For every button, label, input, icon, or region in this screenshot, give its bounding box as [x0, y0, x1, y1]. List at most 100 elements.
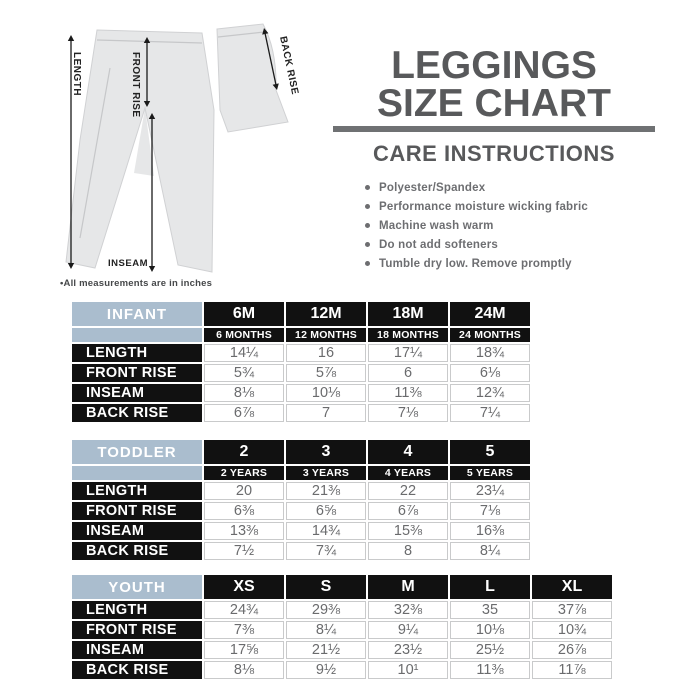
leggings-measurement-diagram: LENGTH FRONT RISE INSEAM BACK RISE: [65, 23, 300, 273]
value-cell: 7⅜: [204, 621, 284, 639]
value-cell: 7⅛: [450, 502, 530, 520]
arrow-down-icon: [143, 101, 151, 107]
bullet-icon: [365, 242, 370, 247]
table-group-label-spacer: [72, 328, 202, 342]
value-cell: 7½: [204, 542, 284, 560]
arrow-up-icon: [143, 37, 151, 43]
row-label: LENGTH: [72, 344, 202, 362]
column-subheader: 3 YEARS: [286, 466, 366, 480]
value-cell: 8¼: [286, 621, 366, 639]
care-instruction-item: Machine wash warm: [365, 216, 588, 235]
leggings-back-image: [216, 23, 289, 133]
value-cell: 35: [450, 601, 530, 619]
value-cell: 29⅜: [286, 601, 366, 619]
row-label: BACK RISE: [72, 542, 202, 560]
care-instruction-text: Tumble dry low. Remove promptly: [379, 257, 572, 270]
value-cell: 9½: [286, 661, 366, 679]
table-group-label: TODDLER: [72, 440, 202, 464]
column-subheader: 2 YEARS: [204, 466, 284, 480]
care-instruction-item: Do not add softeners: [365, 235, 588, 254]
value-cell: 16: [286, 344, 366, 362]
value-cell: 7: [286, 404, 366, 422]
column-header: 12M: [286, 302, 366, 326]
column-subheader: 24 MONTHS: [450, 328, 530, 342]
waistband-seam: [96, 39, 203, 44]
table-group-label: INFANT: [72, 302, 202, 326]
value-cell: 15⅜: [368, 522, 448, 540]
row-label: FRONT RISE: [72, 502, 202, 520]
value-cell: 17¼: [368, 344, 448, 362]
back-rise-label: BACK RISE: [277, 35, 300, 96]
value-cell: 10⅛: [286, 384, 366, 402]
value-cell: 32⅜: [368, 601, 448, 619]
arrow-down-icon: [67, 263, 75, 269]
value-cell: 25½: [450, 641, 530, 659]
row-label: LENGTH: [72, 482, 202, 500]
value-cell: 21⅜: [286, 482, 366, 500]
back-waistband-seam: [217, 31, 265, 38]
front-rise-label: FRONT RISE: [130, 52, 141, 118]
column-header: 3: [286, 440, 366, 464]
bullet-icon: [365, 223, 370, 228]
value-cell: 23½: [368, 641, 448, 659]
value-cell: 8: [368, 542, 448, 560]
row-label: LENGTH: [72, 601, 202, 619]
left-leg-seam: [79, 67, 111, 239]
value-cell: 18¾: [450, 344, 530, 362]
infant-size-table-container: INFANT 6M 12M 18M 24M 6 MONTHS 12 MONTHS 18 MON…: [70, 300, 532, 424]
care-instruction-item: Tumble dry low. Remove promptly: [365, 254, 588, 273]
length-label: LENGTH: [71, 52, 82, 96]
value-cell: 23¼: [450, 482, 530, 500]
column-subheader: 4 YEARS: [368, 466, 448, 480]
care-instruction-item: Performance moisture wicking fabric: [365, 197, 588, 216]
value-cell: 7¼: [450, 404, 530, 422]
row-label: BACK RISE: [72, 661, 202, 679]
care-instruction-text: Do not add softeners: [379, 238, 499, 251]
value-cell: 7⅛: [368, 404, 448, 422]
value-cell: 11⅞: [532, 661, 612, 679]
column-subheader: 12 MONTHS: [286, 328, 366, 342]
value-cell: 37⅞: [532, 601, 612, 619]
value-cell: 8⅛: [204, 384, 284, 402]
arrow-down-icon: [148, 266, 156, 272]
value-cell: 6⅛: [450, 364, 530, 382]
column-subheader: 6 MONTHS: [204, 328, 284, 342]
arrow-up-icon: [148, 113, 156, 119]
page-title-line1: LEGGINGS: [391, 44, 597, 87]
column-header: S: [286, 575, 366, 599]
care-instruction-text: Performance moisture wicking fabric: [379, 200, 588, 213]
care-instruction-item: Polyester/Spandex: [365, 178, 588, 197]
table-group-label: YOUTH: [72, 575, 202, 599]
value-cell: 12¾: [450, 384, 530, 402]
value-cell: 10⅛: [450, 621, 530, 639]
column-header: 2: [204, 440, 284, 464]
value-cell: 22: [368, 482, 448, 500]
arrow-down-icon: [272, 83, 279, 90]
leggings-front-image: [65, 29, 215, 273]
value-cell: 13⅜: [204, 522, 284, 540]
row-label: INSEAM: [72, 384, 202, 402]
value-cell: 14¾: [286, 522, 366, 540]
column-header: 6M: [204, 302, 284, 326]
measurement-note: •All measurements are in inches: [60, 278, 213, 289]
page-title-line2: SIZE CHART: [377, 82, 611, 125]
toddler-size-table-container: TODDLER 2 3 4 5 2 YEARS 3 YEARS 4 YEARS 5 YEARS L…: [70, 438, 532, 562]
size-table-toddler: TODDLER 2 3 4 5 2 YEARS 3 YEARS 4 YEARS 5 YEARS L…: [70, 438, 532, 562]
value-cell: 6: [368, 364, 448, 382]
care-instruction-text: Machine wash warm: [379, 219, 494, 232]
column-header: XL: [532, 575, 612, 599]
value-cell: 10¹: [368, 661, 448, 679]
value-cell: 8⅛: [204, 661, 284, 679]
care-instruction-text: Polyester/Spandex: [379, 181, 486, 194]
value-cell: 17⅝: [204, 641, 284, 659]
value-cell: 5⅞: [286, 364, 366, 382]
value-cell: 11⅜: [368, 384, 448, 402]
value-cell: 5¾: [204, 364, 284, 382]
row-label: BACK RISE: [72, 404, 202, 422]
back-rise-arrow: [264, 32, 277, 86]
column-header: M: [368, 575, 448, 599]
column-subheader: 5 YEARS: [450, 466, 530, 480]
value-cell: 7¾: [286, 542, 366, 560]
row-label: FRONT RISE: [72, 621, 202, 639]
